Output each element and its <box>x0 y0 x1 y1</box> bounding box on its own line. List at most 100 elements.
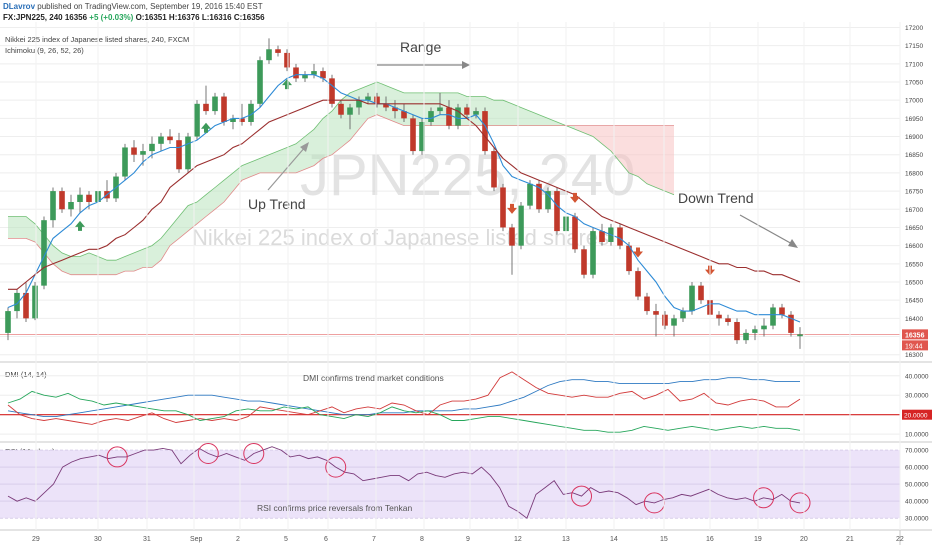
dmi-reference-label: 20.0000 <box>904 413 928 420</box>
candle-body <box>239 118 245 122</box>
kumo-segment <box>467 96 476 126</box>
kumo-segment <box>341 92 350 148</box>
candle-body <box>545 191 551 210</box>
price-tick-label: 16950 <box>905 116 923 123</box>
time-tick-label: 14 <box>610 536 618 543</box>
kumo-segment <box>260 154 269 173</box>
rsi-tick-label: 70.0000 <box>905 448 929 455</box>
candle-body <box>797 334 803 337</box>
kumo-segment <box>98 256 107 275</box>
candle-body <box>572 216 578 250</box>
down-arrow-icon <box>633 247 643 258</box>
down-arrow-icon <box>570 192 580 203</box>
rsi-tick-label: 40.0000 <box>905 499 929 506</box>
time-tick-label: 16 <box>706 536 714 543</box>
last-price-badge <box>902 329 928 340</box>
kumo-segment <box>503 100 512 126</box>
kumo-segment <box>665 125 674 195</box>
kumo-segment <box>539 114 548 126</box>
candle-body <box>140 151 146 155</box>
price-tick-label: 17150 <box>905 43 923 50</box>
price-tick-label: 17100 <box>905 61 923 68</box>
candle-body <box>581 249 587 275</box>
kumo-segment <box>107 260 116 275</box>
candle-body <box>320 71 326 79</box>
kumo-segment <box>242 162 251 181</box>
publisher-name[interactable]: DLavrov <box>3 2 36 11</box>
price-tick-label: 16500 <box>905 280 923 287</box>
candle-body <box>455 107 461 126</box>
change-text: +5 (+0.03%) <box>89 13 134 22</box>
published-text: published on TradingView.com, September … <box>37 2 263 11</box>
candle-body <box>383 103 389 108</box>
candle-body <box>50 191 56 221</box>
rsi-highlight-circle <box>197 443 219 465</box>
candle-body <box>464 107 470 115</box>
candle-body <box>500 187 506 228</box>
candle-body <box>527 183 533 206</box>
last-price-value: 16356 <box>905 332 925 339</box>
dmi-tick-label: 30.0000 <box>905 393 929 400</box>
kumo-segment <box>359 85 368 130</box>
chart-title: Nikkei 225 index of Japanese listed shar… <box>5 35 190 44</box>
dmi-series-line <box>7 371 801 425</box>
candle-body <box>311 71 317 75</box>
price-tick-label: 16750 <box>905 189 923 196</box>
candle-body <box>176 140 182 170</box>
rsi-highlight-circle <box>789 492 811 514</box>
kumo-segment <box>197 194 206 224</box>
kijun-sen-line <box>8 99 801 290</box>
candle-body <box>644 296 650 312</box>
kumo-segment <box>629 125 638 177</box>
kumo-segment <box>647 125 656 188</box>
kumo-segment <box>62 252 71 275</box>
price-tick-label: 16800 <box>905 170 923 177</box>
candle-body <box>5 311 11 333</box>
kumo-segment <box>314 118 323 166</box>
kumo-segment <box>8 216 17 239</box>
price-tick-label: 16850 <box>905 152 923 159</box>
up-arrow-icon <box>201 122 211 133</box>
countdown-badge <box>902 340 928 351</box>
candle-body <box>770 307 776 326</box>
rsi-highlight-circle <box>571 485 593 507</box>
price-tick-label: 16650 <box>905 225 923 232</box>
candle-body <box>599 231 605 242</box>
price-tick-label: 16550 <box>905 261 923 268</box>
candle-body <box>293 67 299 79</box>
rsi-tick-label: 50.0000 <box>905 482 929 489</box>
candle-body <box>761 325 767 330</box>
kumo-segment <box>215 180 224 210</box>
candle-body <box>14 292 20 312</box>
candle-body <box>32 285 38 319</box>
candle-body <box>230 118 236 122</box>
candle-body <box>68 202 74 210</box>
kumo-segment <box>296 136 305 173</box>
rsi-line <box>7 446 801 519</box>
candle-body <box>374 96 380 104</box>
rsi-tick-label: 60.0000 <box>905 465 929 472</box>
kumo-segment <box>521 107 530 126</box>
ichimoku-label[interactable]: Ichimoku (9, 26, 52, 26) <box>5 46 84 55</box>
price-tick-label: 16300 <box>905 352 923 359</box>
time-tick-label: 7 <box>372 536 376 543</box>
candle-body <box>302 74 308 79</box>
candle-body <box>149 143 155 152</box>
kumo-segment <box>575 125 584 133</box>
candle-body <box>77 194 83 202</box>
time-tick-label: 15 <box>660 536 668 543</box>
publish-info: DLavrov published on TradingView.com, Se… <box>3 2 263 11</box>
time-tick-label: 20 <box>800 536 808 543</box>
kumo-segment <box>80 252 89 275</box>
kumo-segment <box>368 82 377 119</box>
ohlc-text: O:16351 H:16376 L:16316 C:16356 <box>135 13 265 22</box>
time-tick-label: 30 <box>94 536 102 543</box>
candle-body <box>491 151 497 188</box>
rsi-highlight-circle <box>753 487 775 509</box>
price-tick-label: 17050 <box>905 80 923 87</box>
kumo-segment <box>512 103 521 126</box>
watermark-symbol: JPN225, 240 <box>300 143 635 208</box>
candle-body <box>185 136 191 170</box>
